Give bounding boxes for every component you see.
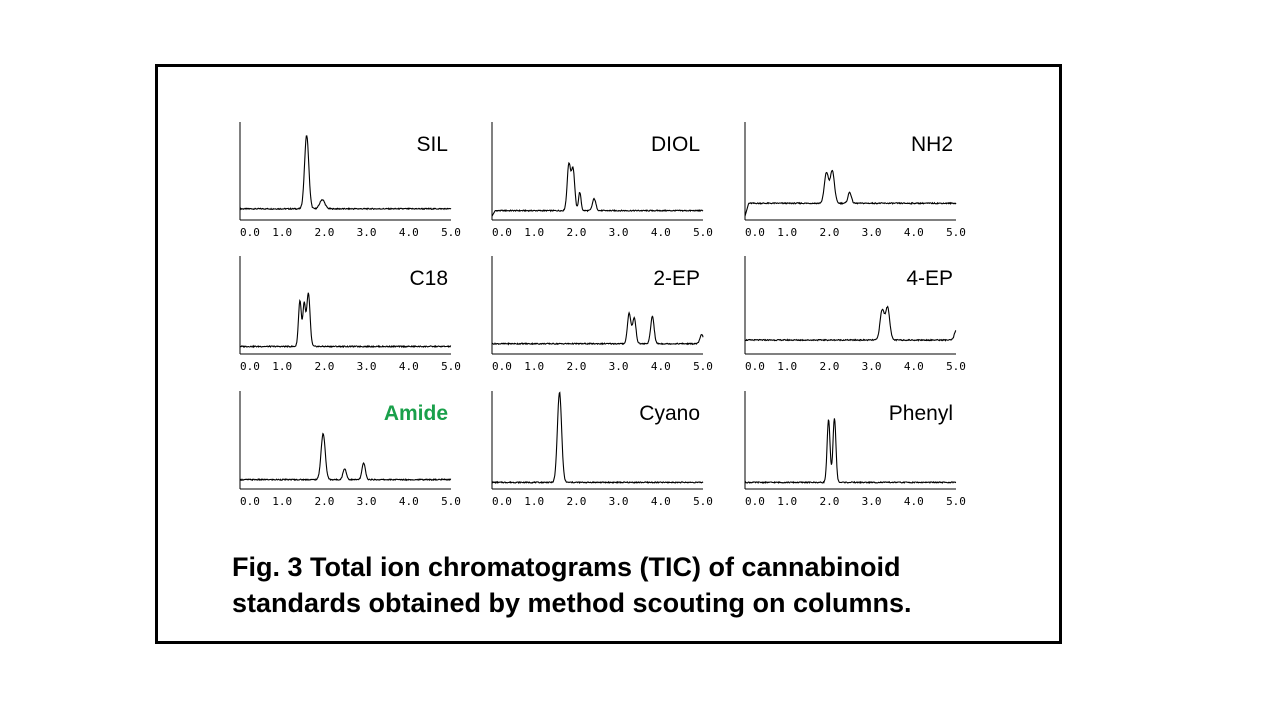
chromatogram-panel-4: 0.0 1.0 2.0 3.0 4.0 5.0 2-EP (491, 256, 713, 373)
chromatogram-panel-0: 0.0 1.0 2.0 3.0 4.0 5.0 SIL (239, 122, 461, 239)
x-tick-label: 0.0 (492, 360, 512, 373)
x-tick-label: 5.0 (693, 360, 713, 373)
x-tick-label: 5.0 (946, 360, 966, 373)
panel-title: NH2 (911, 133, 953, 156)
x-tick-label: 2.0 (314, 360, 334, 373)
x-tick-label: 2.0 (819, 360, 839, 373)
panel-title: Amide (384, 402, 448, 425)
x-tick-label: 0.0 (745, 360, 765, 373)
x-tick-label: 5.0 (946, 495, 966, 508)
panel-title: Cyano (639, 402, 700, 425)
x-tick-label: 2.0 (819, 495, 839, 508)
chromatogram-panel-1: 0.0 1.0 2.0 3.0 4.0 5.0 DIOL (491, 122, 713, 239)
tic-trace (744, 305, 957, 342)
tic-trace (744, 418, 957, 485)
panel-title: DIOL (651, 133, 700, 156)
x-tick-label: 1.0 (524, 495, 544, 508)
panel-title: 2-EP (653, 267, 700, 290)
x-tick-label: 2.0 (566, 360, 586, 373)
x-tick-label: 2.0 (566, 226, 586, 239)
tic-trace (491, 311, 704, 346)
x-tick-label: 5.0 (693, 226, 713, 239)
x-tick-label: 1.0 (777, 360, 797, 373)
x-tick-label: 0.0 (492, 226, 512, 239)
x-tick-label: 2.0 (314, 226, 334, 239)
x-tick-label: 4.0 (399, 360, 419, 373)
tic-trace (492, 391, 704, 485)
panel-title: 4-EP (906, 267, 953, 290)
x-tick-label: 3.0 (609, 360, 629, 373)
x-tick-label: 4.0 (904, 495, 924, 508)
x-tick-label: 0.0 (745, 226, 765, 239)
chromatogram-panel-3: 0.0 1.0 2.0 3.0 4.0 5.0 C18 (239, 256, 461, 373)
tic-trace (491, 161, 704, 217)
x-tick-label: 4.0 (399, 495, 419, 508)
x-tick-label: 4.0 (651, 360, 671, 373)
tic-trace (239, 135, 452, 211)
x-tick-label: 5.0 (441, 360, 461, 373)
x-tick-label: 4.0 (651, 226, 671, 239)
chromatogram-panel-6: 0.0 1.0 2.0 3.0 4.0 5.0 Amide (239, 391, 461, 508)
x-tick-label: 4.0 (399, 226, 419, 239)
x-tick-label: 0.0 (240, 360, 260, 373)
x-tick-label: 3.0 (357, 495, 377, 508)
x-tick-label: 4.0 (651, 495, 671, 508)
x-tick-label: 2.0 (566, 495, 586, 508)
x-tick-label: 1.0 (777, 495, 797, 508)
x-tick-label: 3.0 (357, 360, 377, 373)
chromatogram-panel-8: 0.0 1.0 2.0 3.0 4.0 5.0 Phenyl (744, 391, 966, 508)
x-tick-label: 0.0 (745, 495, 765, 508)
tic-trace (239, 432, 452, 482)
figure-caption: Fig. 3 Total ion chromatograms (TIC) of … (232, 549, 1032, 621)
tic-trace (744, 169, 957, 217)
x-tick-label: 3.0 (862, 495, 882, 508)
x-tick-label: 0.0 (492, 495, 512, 508)
x-tick-label: 5.0 (946, 226, 966, 239)
panel-title: SIL (416, 133, 448, 156)
figure-frame (155, 64, 1062, 644)
x-tick-label: 0.0 (240, 226, 260, 239)
x-tick-label: 1.0 (272, 360, 292, 373)
x-tick-label: 3.0 (609, 226, 629, 239)
tic-trace (239, 292, 452, 349)
x-tick-label: 5.0 (693, 495, 713, 508)
x-tick-label: 3.0 (357, 226, 377, 239)
x-tick-label: 1.0 (524, 226, 544, 239)
x-tick-label: 3.0 (609, 495, 629, 508)
caption-line-2: standards obtained by method scouting on… (232, 588, 912, 618)
x-tick-label: 3.0 (862, 226, 882, 239)
x-tick-label: 3.0 (862, 360, 882, 373)
x-tick-label: 2.0 (819, 226, 839, 239)
chromatogram-panel-2: 0.0 1.0 2.0 3.0 4.0 5.0 NH2 (744, 122, 966, 239)
panel-title: C18 (409, 267, 448, 290)
x-tick-label: 0.0 (240, 495, 260, 508)
chromatogram-panel-7: 0.0 1.0 2.0 3.0 4.0 5.0 Cyano (491, 391, 713, 508)
x-tick-label: 2.0 (314, 495, 334, 508)
caption-line-1: Fig. 3 Total ion chromatograms (TIC) of … (232, 552, 901, 582)
x-tick-label: 4.0 (904, 226, 924, 239)
x-tick-label: 1.0 (777, 226, 797, 239)
x-tick-label: 4.0 (904, 360, 924, 373)
x-tick-label: 1.0 (524, 360, 544, 373)
chromatogram-panel-5: 0.0 1.0 2.0 3.0 4.0 5.0 4-EP (744, 256, 966, 373)
x-tick-label: 5.0 (441, 226, 461, 239)
panel-title: Phenyl (889, 402, 953, 425)
x-tick-label: 1.0 (272, 226, 292, 239)
x-tick-label: 1.0 (272, 495, 292, 508)
x-tick-label: 5.0 (441, 495, 461, 508)
